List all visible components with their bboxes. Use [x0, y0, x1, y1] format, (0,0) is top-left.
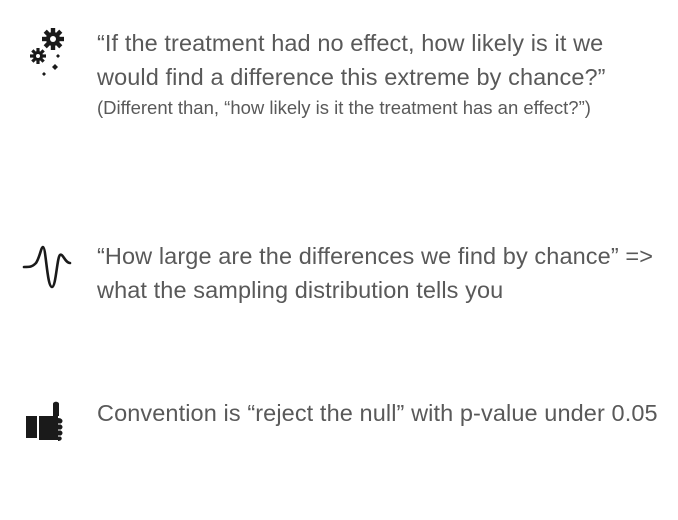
gears-icon — [30, 28, 64, 76]
bullet-text: “If the treatment had no effect, how lik… — [97, 30, 606, 90]
bullet-subtext: (Different than, “how likely is it the t… — [97, 97, 591, 118]
thumbs-up-icon — [26, 401, 63, 441]
wave-icon — [22, 245, 72, 289]
bullet-text: Convention is “reject the null” with p-v… — [97, 400, 658, 426]
bullet-text: “How large are the differences we find b… — [97, 243, 654, 303]
